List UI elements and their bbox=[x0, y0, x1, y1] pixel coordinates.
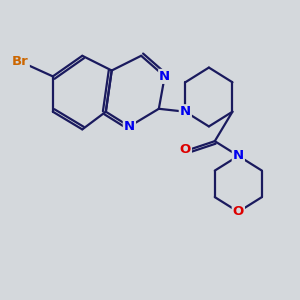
Text: N: N bbox=[124, 120, 135, 133]
Text: N: N bbox=[233, 149, 244, 162]
Text: O: O bbox=[180, 143, 191, 157]
Text: Br: Br bbox=[12, 55, 29, 68]
Text: N: N bbox=[159, 70, 170, 83]
Text: O: O bbox=[233, 205, 244, 218]
Text: N: N bbox=[180, 105, 191, 118]
